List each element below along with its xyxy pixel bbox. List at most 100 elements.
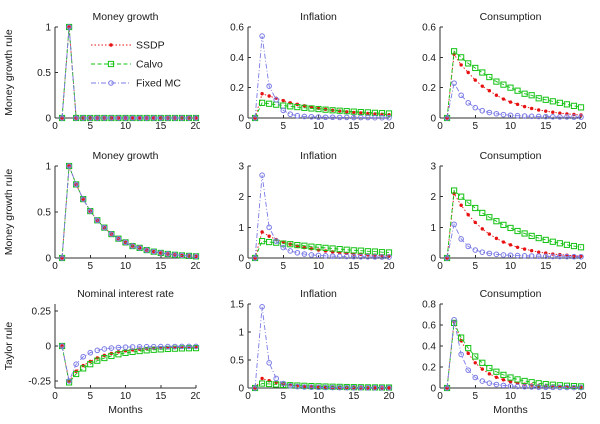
x-tick-label: 20: [575, 121, 587, 132]
dot-marker: [558, 111, 562, 115]
circle-marker: [521, 113, 528, 119]
circle-marker: [514, 252, 521, 259]
x-tick-label: 10: [505, 391, 517, 402]
subplot-9: 0 5 10 15 20 0 0.2 0.4 0.6 0.8 Consumption Months: [422, 288, 587, 416]
square-marker: [521, 377, 528, 385]
circle-marker: [287, 111, 294, 118]
circle-marker: [365, 384, 371, 391]
square-marker: [259, 99, 266, 106]
circle-marker: [322, 253, 329, 259]
x-tick-label: 5: [280, 391, 286, 402]
square-marker: [472, 204, 479, 212]
circle-marker: [179, 343, 185, 350]
circle-marker: [273, 97, 279, 103]
circle-marker: [486, 109, 493, 116]
circle-marker: [472, 374, 479, 381]
circle-marker: [301, 384, 308, 390]
circle-marker: [444, 255, 450, 261]
series-ssdp: [445, 52, 583, 120]
x-axis-label: Months: [493, 404, 527, 416]
dot-marker: [130, 116, 135, 120]
dot-marker: [544, 109, 548, 113]
circle-marker: [386, 254, 392, 260]
circle-marker: [136, 245, 143, 251]
circle-marker: [108, 115, 115, 121]
square-marker: [280, 240, 287, 247]
square-marker: [500, 371, 507, 378]
dot-marker: [445, 256, 449, 260]
circle-marker: [542, 113, 549, 120]
circle-marker: [108, 80, 114, 86]
x-tick-label: 20: [575, 261, 587, 272]
square-marker: [472, 353, 479, 360]
circle-marker: [80, 115, 86, 121]
circle-marker: [578, 384, 584, 391]
circle-marker: [472, 247, 479, 253]
y-tick-label: 2: [430, 192, 436, 203]
circle-marker: [571, 384, 577, 391]
y-tick-label: 0.4: [422, 342, 436, 353]
x-axis-label: Months: [108, 404, 142, 416]
dot-marker: [445, 386, 449, 390]
square-marker: [108, 352, 115, 360]
circle-marker: [101, 346, 108, 352]
square-marker: [101, 354, 108, 362]
series-fixed-mc: [252, 304, 392, 391]
square-marker: [107, 60, 115, 68]
circle-marker: [172, 115, 178, 121]
circle-marker: [451, 316, 457, 323]
square-marker: [465, 199, 472, 206]
circle-marker: [550, 253, 556, 260]
x-tick-label: 5: [87, 391, 93, 402]
square-marker: [458, 334, 465, 341]
dot-marker: [137, 116, 142, 120]
circle-marker: [500, 382, 507, 389]
circle-marker: [350, 253, 357, 260]
y-tick-label: 3: [430, 162, 436, 173]
x-tick-label: 20: [383, 391, 395, 402]
square-marker: [294, 103, 301, 111]
dot-marker: [152, 249, 156, 254]
series-fixed-mc: [252, 172, 392, 261]
square-marker: [350, 247, 357, 254]
circle-marker: [80, 353, 86, 360]
circle-marker: [564, 253, 570, 260]
square-marker: [486, 364, 493, 372]
circle-marker: [94, 115, 101, 121]
circle-marker: [528, 113, 535, 120]
x-tick-label: 10: [313, 261, 325, 272]
square-marker: [493, 368, 500, 375]
dot-marker: [494, 93, 499, 97]
circle-marker: [129, 243, 136, 249]
circle-marker: [150, 343, 157, 350]
series-fixed-mc: [252, 33, 392, 121]
square-marker: [343, 108, 350, 115]
dot-marker: [537, 250, 541, 254]
legend-label: Calvo: [136, 59, 163, 71]
circle-marker: [458, 351, 464, 358]
y-tick-label: 0: [430, 114, 436, 125]
x-tick-label: 5: [472, 261, 478, 272]
y-tick-label: 0: [45, 114, 51, 125]
square-marker: [514, 227, 521, 235]
x-tick-label: 10: [120, 391, 132, 402]
circle-marker: [550, 113, 556, 120]
circle-marker: [280, 244, 287, 251]
dot-marker: [501, 240, 506, 244]
dot-marker: [487, 372, 492, 376]
dot-marker: [373, 386, 377, 390]
square-marker: [136, 347, 143, 355]
square-marker: [535, 95, 542, 102]
axes: [54, 26, 197, 119]
circle-marker: [479, 107, 486, 114]
x-tick-label: 20: [383, 261, 395, 272]
dot-marker: [494, 236, 499, 241]
series-calvo: [58, 162, 200, 262]
subplot-4: 0 5 10 15 20 0 0.5 1 Money growth Money growth ru…: [3, 150, 200, 272]
square-marker: [364, 248, 371, 255]
circle-marker: [179, 252, 185, 259]
dot-marker: [501, 97, 506, 101]
square-marker: [301, 242, 308, 249]
circle-marker: [329, 384, 336, 391]
square-marker: [301, 382, 308, 389]
